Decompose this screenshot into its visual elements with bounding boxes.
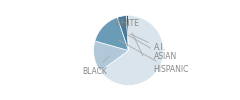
Text: WHITE: WHITE [115, 19, 143, 56]
Wedge shape [100, 16, 163, 86]
Wedge shape [94, 41, 129, 71]
Wedge shape [117, 16, 129, 50]
Text: ASIAN: ASIAN [127, 35, 177, 61]
Wedge shape [126, 16, 129, 50]
Text: A.I.: A.I. [131, 34, 166, 52]
Text: HISPANIC: HISPANIC [118, 40, 189, 74]
Wedge shape [95, 17, 129, 50]
Text: BLACK: BLACK [82, 56, 109, 76]
